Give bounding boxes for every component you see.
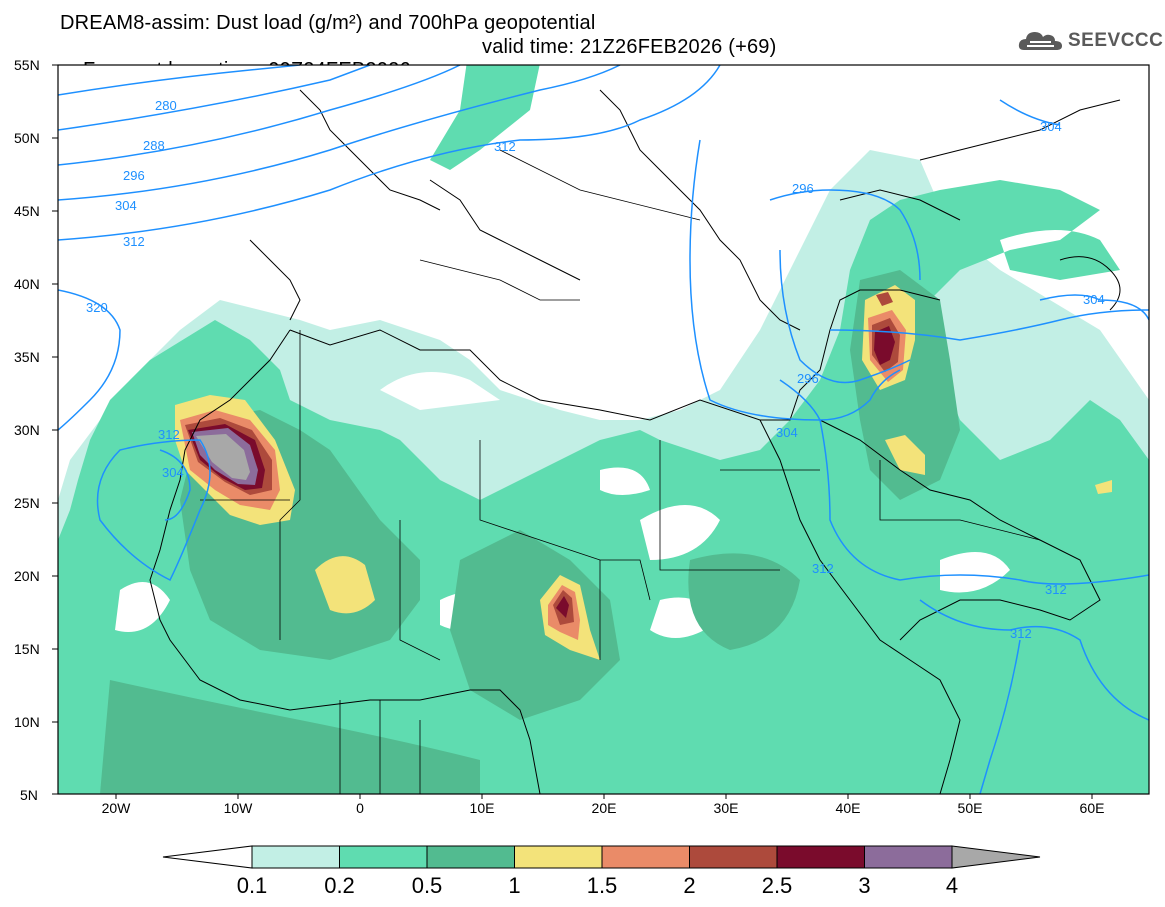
contour-label: 312 <box>1010 626 1032 641</box>
lat-label: 40N <box>14 276 40 292</box>
colorbar-bin <box>251 845 340 869</box>
lon-label: 30E <box>714 800 739 816</box>
logo-text: SEEVCCC <box>1068 30 1164 51</box>
geopotential-contours <box>58 65 1149 794</box>
lon-label: 0 <box>356 800 364 816</box>
lat-label: 50N <box>14 130 40 146</box>
lat-label: 45N <box>14 203 40 219</box>
contour-label: 320 <box>86 300 108 315</box>
contour-labels: 280 288 296 304 312 320 312 304 312 296 … <box>86 98 1105 641</box>
contour-label: 304 <box>776 425 798 440</box>
colorbar-bin <box>514 845 603 869</box>
contour-label: 296 <box>123 168 145 183</box>
colorbar-label: 0.1 <box>237 873 268 898</box>
colorbar: 0.1 0.2 0.5 1 1.5 2 2.5 3 4 <box>162 845 1041 898</box>
contour-label: 312 <box>1045 582 1067 597</box>
lat-label: 55N <box>14 57 40 73</box>
valid-time: valid time: 21Z26FEB2026 (+69) <box>482 36 777 58</box>
contour-label: 280 <box>155 98 177 113</box>
cloud-icon <box>1018 32 1062 50</box>
colorbar-bin <box>776 845 865 869</box>
lat-label: 20N <box>14 568 40 584</box>
colorbar-high-arrow <box>951 845 1041 869</box>
coastlines <box>149 89 1121 794</box>
colorbar-label: 1.5 <box>587 873 618 898</box>
lon-label: 20E <box>592 800 617 816</box>
longitude-axis: 20W 10W 0 10E 20E 30E 40E 50E 60E <box>102 794 1105 816</box>
lon-label: 20W <box>102 800 132 816</box>
contour-label: 304 <box>115 198 137 213</box>
lat-label: 10N <box>14 714 40 730</box>
contour-label: 304 <box>162 465 184 480</box>
colorbar-label: 4 <box>946 873 958 898</box>
contour-label: 296 <box>792 181 814 196</box>
dust-region-yellow <box>175 285 1112 660</box>
lat-label: 35N <box>14 349 40 365</box>
colorbar-bin <box>864 845 953 869</box>
contour-label: 312 <box>812 561 834 576</box>
colorbar-label: 2 <box>683 873 695 898</box>
colorbar-label: 2.5 <box>762 873 793 898</box>
colorbar-bin <box>689 845 778 869</box>
lon-label: 10W <box>224 800 254 816</box>
contour-label: 304 <box>1083 292 1105 307</box>
colorbar-low-arrow <box>162 845 253 869</box>
colorbar-label: 0.2 <box>324 873 355 898</box>
contour-label: 312 <box>494 139 516 154</box>
lon-label: 60E <box>1080 800 1105 816</box>
country-borders <box>200 149 1041 794</box>
colorbar-bin <box>601 845 690 869</box>
lon-label: 10E <box>470 800 495 816</box>
latitude-axis: 55N 50N 45N 40N 35N 30N 25N 20N 15N 10N … <box>14 57 58 803</box>
contour-label: 288 <box>143 138 165 153</box>
lon-label: 40E <box>836 800 861 816</box>
lat-label: 15N <box>14 641 40 657</box>
contour-label: 312 <box>158 427 180 442</box>
figure-title: DREAM8-assim: Dust load (g/m²) and 700hP… <box>60 12 596 34</box>
lat-label: 25N <box>14 495 40 511</box>
colorbar-bin <box>426 845 515 869</box>
colorbar-label: 3 <box>858 873 870 898</box>
contour-label: 304 <box>1040 119 1062 134</box>
lon-label: 50E <box>958 800 983 816</box>
lat-label: 5N <box>20 787 38 803</box>
lat-label: 30N <box>14 422 40 438</box>
dust-field <box>58 65 1149 794</box>
dust-region-grey <box>196 434 250 480</box>
seevccc-logo: SEEVCCC <box>1018 26 1163 56</box>
contour-label: 296 <box>797 371 819 386</box>
contour-label: 312 <box>123 234 145 249</box>
colorbar-label: 0.5 <box>412 873 443 898</box>
colorbar-bin <box>339 845 428 869</box>
colorbar-label: 1 <box>508 873 520 898</box>
